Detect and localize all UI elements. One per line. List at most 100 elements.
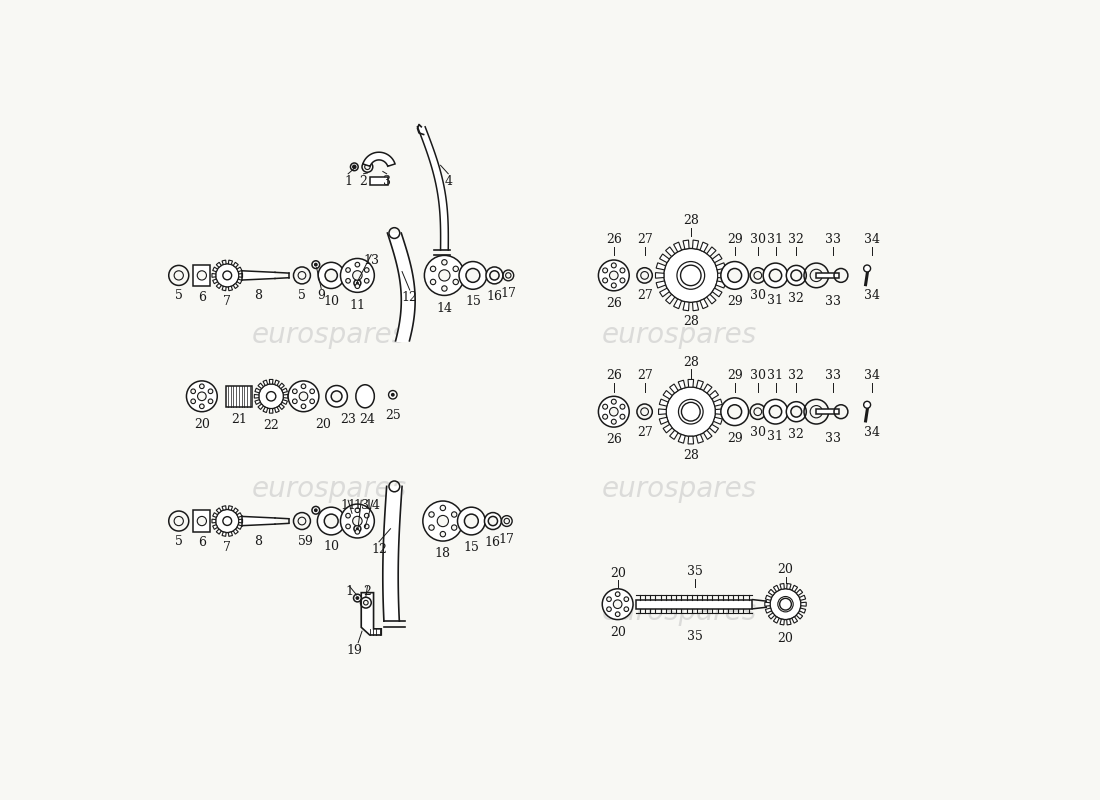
Circle shape bbox=[288, 381, 319, 412]
Polygon shape bbox=[233, 508, 239, 513]
Circle shape bbox=[451, 525, 456, 530]
Text: 30: 30 bbox=[750, 233, 766, 246]
Polygon shape bbox=[780, 583, 784, 590]
Polygon shape bbox=[212, 525, 218, 530]
Circle shape bbox=[440, 506, 446, 510]
Circle shape bbox=[355, 530, 360, 534]
Polygon shape bbox=[700, 299, 708, 309]
Text: eurospares: eurospares bbox=[602, 321, 757, 349]
Circle shape bbox=[198, 392, 206, 401]
Circle shape bbox=[310, 399, 315, 404]
Text: 18: 18 bbox=[434, 547, 451, 560]
Polygon shape bbox=[229, 260, 232, 265]
Text: 31: 31 bbox=[768, 233, 783, 246]
Circle shape bbox=[191, 389, 196, 394]
Circle shape bbox=[609, 271, 618, 280]
Circle shape bbox=[607, 607, 612, 611]
Polygon shape bbox=[656, 273, 664, 278]
Circle shape bbox=[312, 506, 320, 514]
Polygon shape bbox=[659, 409, 667, 414]
Circle shape bbox=[341, 504, 374, 538]
Polygon shape bbox=[717, 273, 726, 278]
Circle shape bbox=[786, 266, 806, 286]
Polygon shape bbox=[670, 430, 678, 439]
Circle shape bbox=[486, 267, 503, 284]
Text: 19: 19 bbox=[346, 644, 362, 658]
Text: 17: 17 bbox=[498, 533, 515, 546]
Polygon shape bbox=[236, 513, 242, 518]
Circle shape bbox=[453, 279, 459, 285]
Circle shape bbox=[438, 515, 449, 526]
Text: 13: 13 bbox=[363, 254, 379, 267]
Circle shape bbox=[603, 268, 607, 273]
Circle shape bbox=[354, 526, 361, 532]
Polygon shape bbox=[710, 390, 718, 399]
Text: 33: 33 bbox=[825, 295, 842, 309]
Text: 35: 35 bbox=[686, 565, 703, 578]
Polygon shape bbox=[773, 586, 779, 592]
Bar bbox=[816, 273, 839, 278]
Circle shape bbox=[769, 406, 782, 418]
Text: 17: 17 bbox=[500, 287, 516, 300]
Polygon shape bbox=[663, 390, 672, 399]
Text: 5: 5 bbox=[298, 290, 306, 302]
Circle shape bbox=[620, 404, 625, 409]
Text: 29: 29 bbox=[727, 295, 742, 309]
Text: 28: 28 bbox=[683, 315, 698, 329]
Circle shape bbox=[223, 517, 232, 526]
Text: 31: 31 bbox=[768, 370, 783, 382]
Polygon shape bbox=[766, 608, 771, 613]
Polygon shape bbox=[683, 240, 689, 249]
Circle shape bbox=[620, 268, 625, 273]
Text: 20: 20 bbox=[609, 626, 626, 638]
Circle shape bbox=[298, 517, 306, 525]
Text: 15: 15 bbox=[463, 541, 480, 554]
Text: 28: 28 bbox=[683, 355, 698, 369]
Polygon shape bbox=[660, 288, 669, 297]
Polygon shape bbox=[239, 519, 242, 523]
Circle shape bbox=[439, 270, 450, 281]
Polygon shape bbox=[715, 409, 723, 414]
Circle shape bbox=[301, 404, 306, 409]
Text: 16: 16 bbox=[486, 290, 503, 303]
Text: 6: 6 bbox=[198, 291, 206, 304]
Polygon shape bbox=[704, 384, 712, 393]
Polygon shape bbox=[786, 583, 791, 590]
Polygon shape bbox=[769, 590, 774, 595]
Polygon shape bbox=[239, 274, 242, 278]
Circle shape bbox=[425, 255, 464, 295]
Circle shape bbox=[186, 381, 218, 412]
Text: 20: 20 bbox=[194, 418, 210, 431]
Polygon shape bbox=[716, 262, 726, 270]
Circle shape bbox=[791, 406, 802, 417]
Circle shape bbox=[681, 265, 701, 286]
Text: 12: 12 bbox=[402, 291, 418, 304]
Circle shape bbox=[364, 268, 368, 272]
Text: 10: 10 bbox=[323, 540, 339, 554]
Text: 1: 1 bbox=[344, 174, 352, 187]
Circle shape bbox=[780, 598, 791, 610]
Polygon shape bbox=[660, 254, 669, 262]
Circle shape bbox=[197, 517, 207, 526]
Polygon shape bbox=[229, 506, 232, 510]
Circle shape bbox=[301, 384, 306, 389]
Circle shape bbox=[506, 273, 512, 278]
Polygon shape bbox=[217, 283, 221, 289]
Text: 29: 29 bbox=[727, 233, 742, 246]
Text: 29: 29 bbox=[727, 432, 742, 445]
Polygon shape bbox=[780, 619, 784, 625]
Polygon shape bbox=[713, 254, 722, 262]
Circle shape bbox=[216, 264, 239, 287]
Text: 22: 22 bbox=[263, 419, 279, 432]
Text: 31: 31 bbox=[768, 430, 783, 443]
Text: 14: 14 bbox=[365, 499, 381, 513]
Circle shape bbox=[422, 501, 463, 541]
Text: 30: 30 bbox=[750, 426, 766, 438]
Polygon shape bbox=[707, 247, 716, 257]
Polygon shape bbox=[696, 380, 703, 389]
Circle shape bbox=[603, 414, 607, 419]
Circle shape bbox=[664, 249, 718, 302]
Circle shape bbox=[199, 384, 205, 389]
Circle shape bbox=[614, 600, 622, 609]
Circle shape bbox=[355, 282, 359, 285]
